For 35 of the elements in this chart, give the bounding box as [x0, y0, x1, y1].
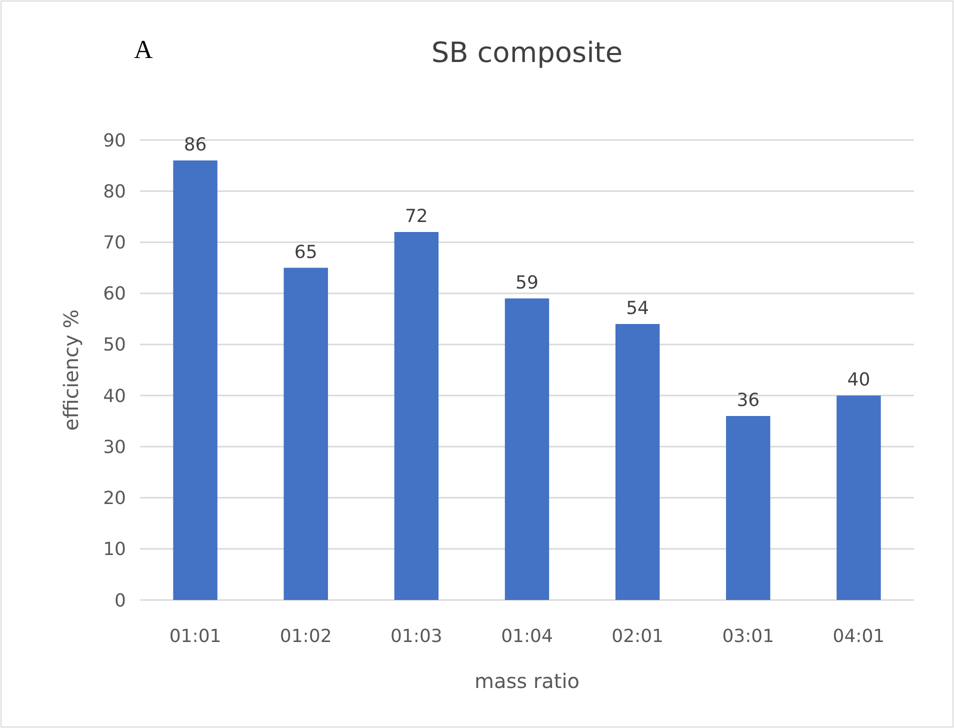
data-label: 65	[294, 242, 318, 263]
y-tick-label: 40	[103, 386, 126, 407]
y-axis-title: efficiency %	[59, 309, 83, 431]
y-tick-label: 0	[114, 590, 126, 612]
y-tick-label: 50	[103, 334, 126, 356]
bar	[173, 160, 218, 600]
x-tick-label: 02:01	[612, 626, 664, 647]
x-tick-label: 01:02	[280, 626, 332, 647]
y-tick-label: 10	[103, 539, 126, 560]
y-tick-label: 90	[103, 130, 126, 152]
y-tick-label: 80	[103, 181, 126, 202]
x-axis-title: mass ratio	[474, 669, 580, 693]
y-tick-label: 60	[103, 284, 126, 305]
y-tick-label: 70	[103, 232, 126, 254]
x-tick-label: 04:01	[832, 626, 885, 647]
bar	[394, 232, 439, 600]
y-tick-label: 30	[103, 436, 126, 458]
text: A	[134, 35, 153, 64]
data-label: 36	[736, 390, 760, 411]
bar	[284, 268, 328, 600]
data-label: 40	[847, 370, 870, 391]
chart-title: SB composite	[431, 36, 623, 69]
bar	[726, 416, 770, 600]
x-tick-label: 01:01	[169, 626, 222, 647]
data-label: 54	[626, 298, 650, 319]
data-label: 86	[184, 134, 207, 156]
x-tick-label: 01:04	[501, 626, 553, 647]
bar	[836, 396, 881, 600]
data-label: 72	[404, 206, 428, 227]
bar	[504, 298, 550, 600]
y-tick-label: 20	[103, 488, 126, 510]
bar	[615, 324, 660, 600]
data-label: 59	[516, 272, 538, 294]
x-tick-label: 01:03	[390, 626, 442, 647]
x-tick-label: 03:01	[722, 626, 774, 647]
